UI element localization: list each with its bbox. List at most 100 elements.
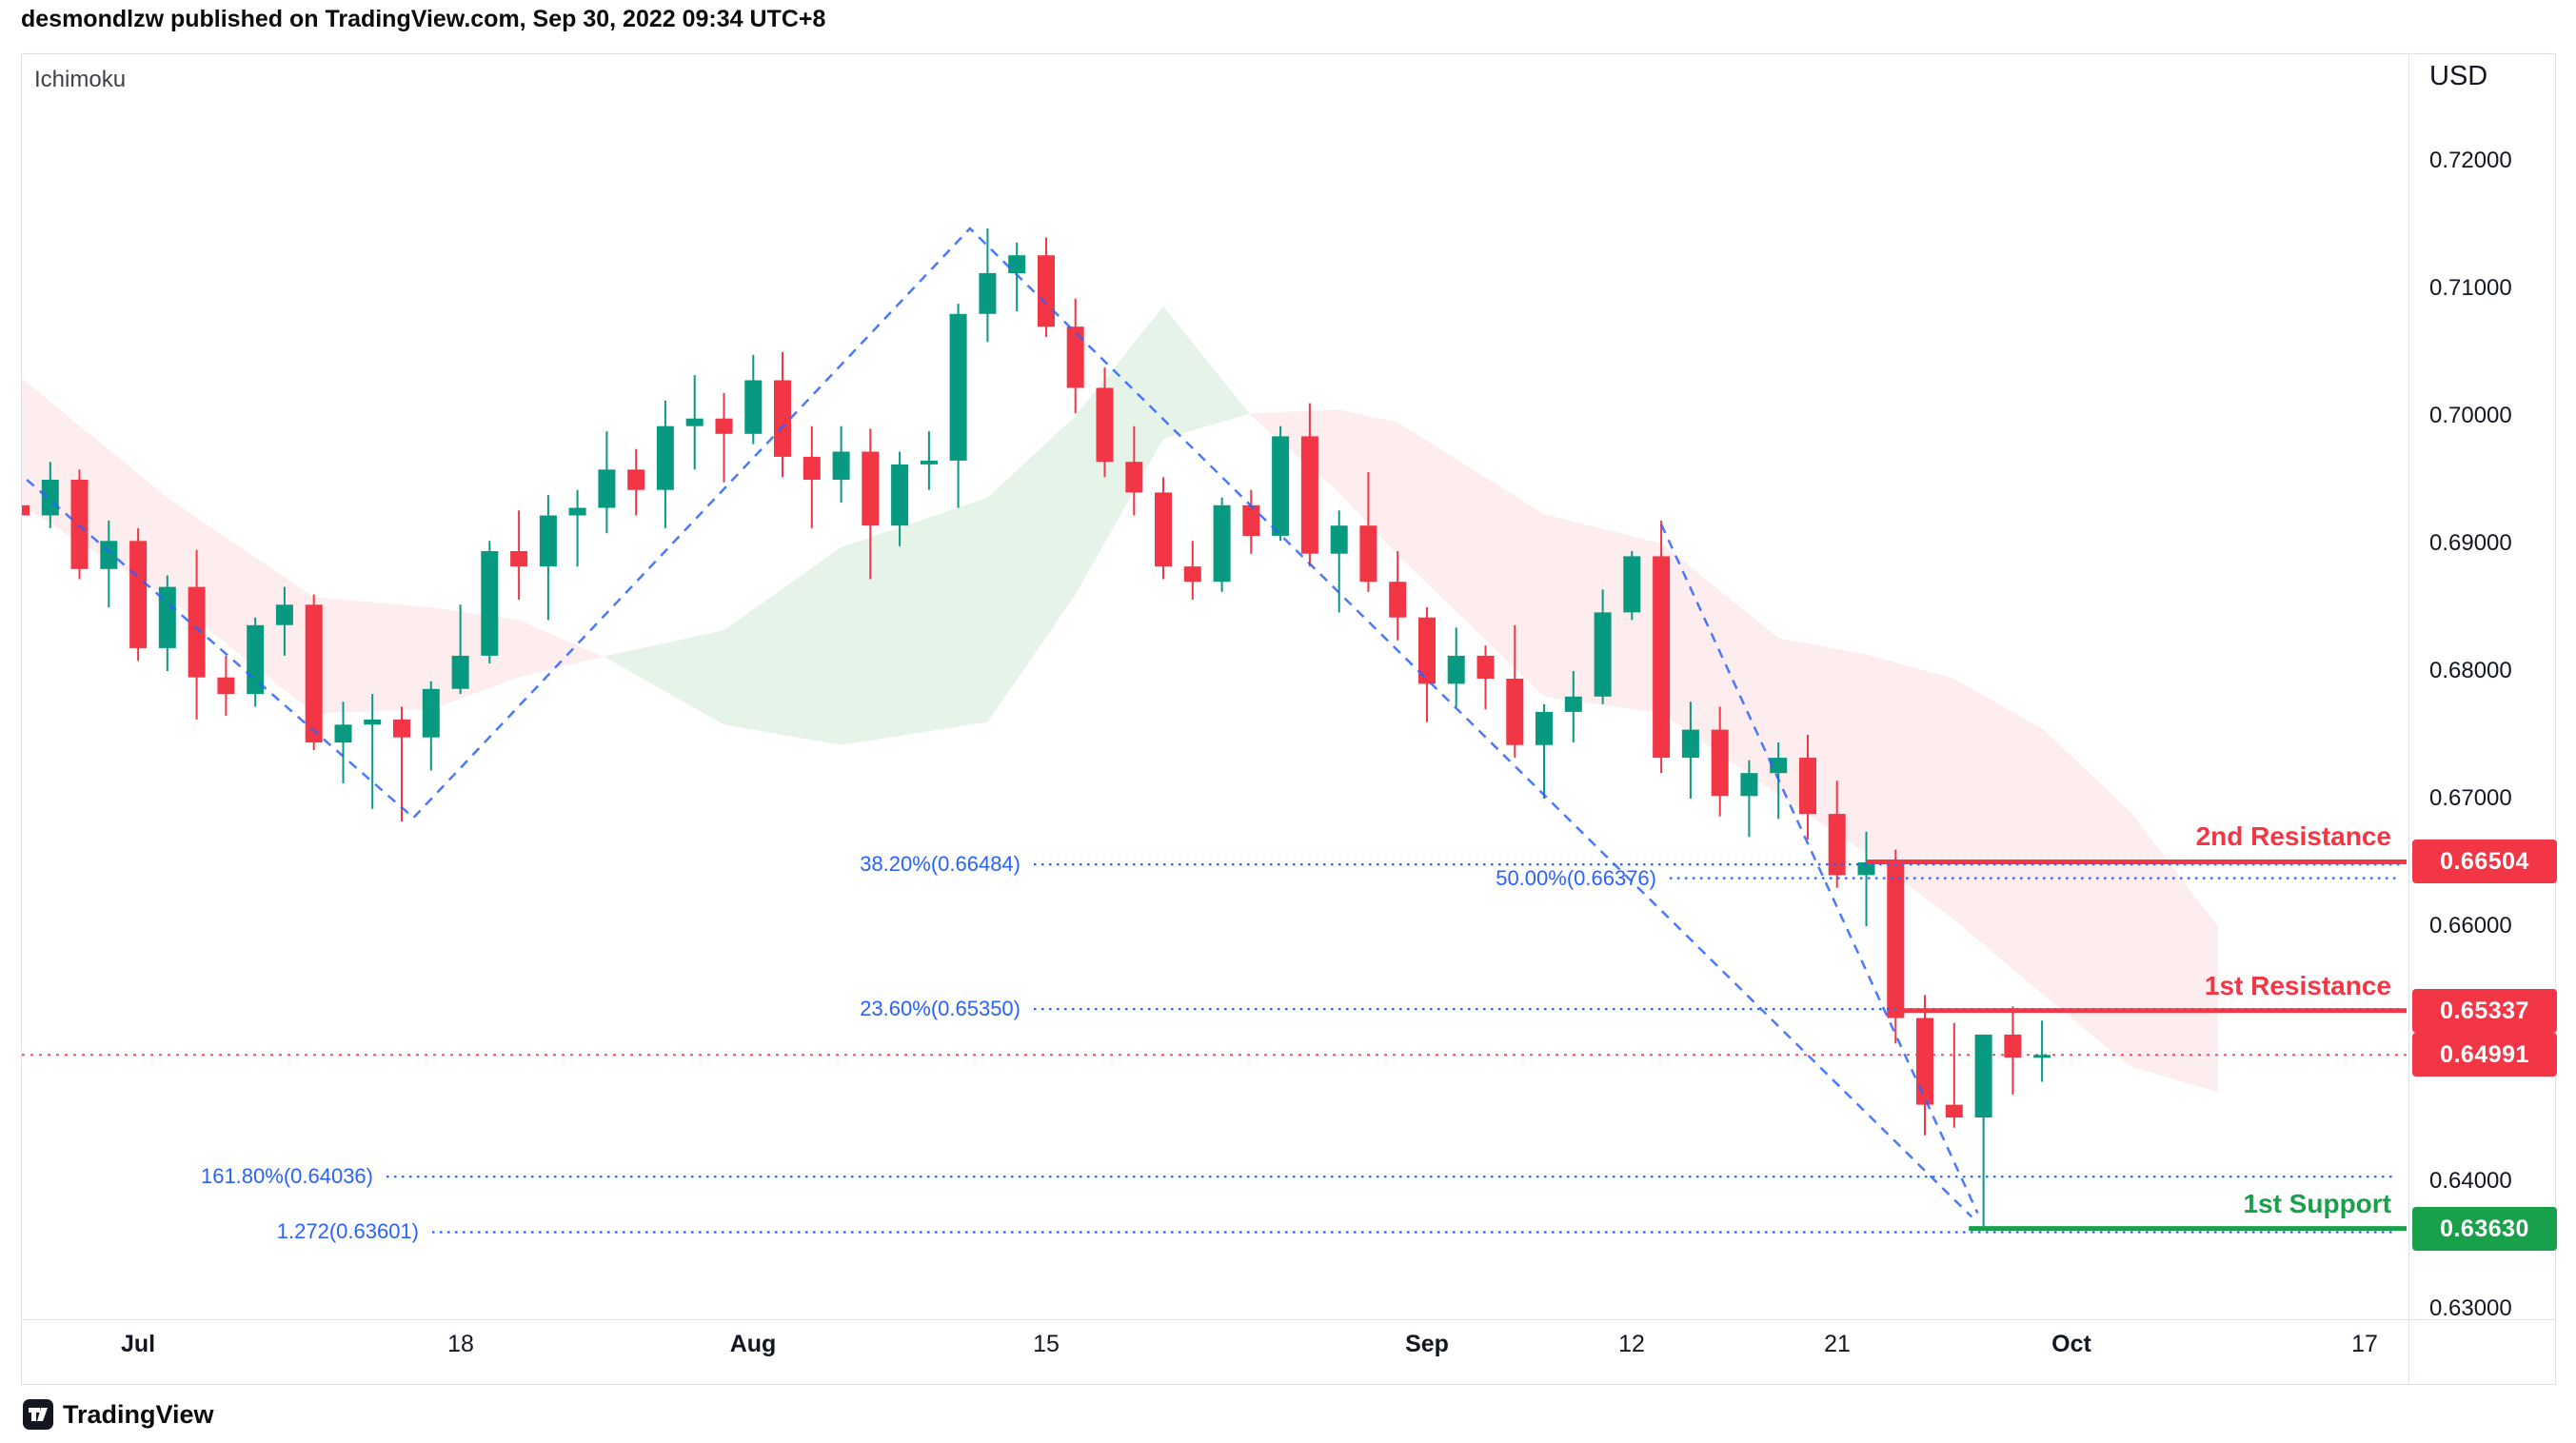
candle-body [422,688,440,738]
tradingview-brand[interactable]: TradingView [63,1399,214,1429]
price-axis-badge: 0.64991 [2412,1033,2557,1077]
candle-body [334,724,352,743]
candle-body [217,677,235,695]
candle-body [979,272,997,314]
price-axis-badge: 0.65337 [2412,989,2557,1033]
tradingview-logo-icon[interactable] [23,1399,53,1430]
price-axis-label: 0.72000 [2429,148,2512,173]
price-axis-label: 0.66000 [2429,913,2512,939]
ichimoku-cloud-area [1249,409,2218,1093]
candle-body [158,586,176,648]
candle-body [568,507,586,516]
publish-header-text: desmondlzw published on TradingView.com,… [21,6,826,32]
candle-body [1711,729,1729,797]
candle-body [1770,758,1788,774]
candle-body [1183,566,1201,583]
candle-body [1740,773,1758,797]
candle-body [1418,617,1436,684]
price-axis-label: 0.68000 [2429,658,2512,683]
resistance-label: 2nd Resistance [2195,821,2391,851]
candle-body [832,451,850,480]
price-axis-badge: 0.63630 [2412,1207,2557,1251]
time-axis-label: Jul [120,1331,156,1357]
candle-body [1125,462,1143,493]
candle-body [22,504,30,516]
candle-body [100,541,118,569]
candle-body [1330,525,1348,554]
candle-body [1681,729,1699,759]
candle-body [1857,862,1875,876]
ichimoku-cloud-area [603,306,1250,745]
candle-body [1242,504,1260,536]
fib-zigzag-line[interactable] [1659,524,1979,1215]
fib-zigzag-line[interactable] [26,227,1973,1218]
fib-level-label: 50.00%(0.66376) [1496,866,1656,890]
candle-body [949,313,967,461]
time-axis-label: 18 [447,1331,474,1357]
price-axis-label: 0.63000 [2429,1295,2512,1321]
candle-body [1272,436,1290,536]
time-axis-separator[interactable] [22,1319,2556,1320]
ichimoku-cloud [22,306,2218,1093]
candle-body [774,380,791,457]
price-axis-badge: 0.66504 [2412,840,2557,883]
candle-body [1828,814,1846,876]
time-axis-label: 21 [1824,1331,1851,1357]
candle-body [275,604,293,625]
candle-body [1213,504,1231,583]
candle-body [41,480,59,516]
candle-body [1008,255,1026,273]
candle-body [481,551,499,656]
fib-level-label: 38.20%(0.66484) [860,852,1020,876]
candle-body [803,456,821,480]
candle-body [364,719,382,725]
candle-body [129,541,148,648]
indicator-legend-ichimoku[interactable]: Ichimoku [34,67,127,92]
candle-body [305,604,323,742]
currency-label: USD [2429,61,2488,91]
fib-level-label: 161.80%(0.64036) [200,1164,373,1188]
candle-body [891,464,909,526]
candle-body [1447,655,1465,684]
candle-body [1096,387,1114,463]
candle-body [1389,582,1407,618]
footer: TradingView [23,1399,214,1430]
candle-body [510,551,528,567]
time-axis-label: Sep [1405,1331,1449,1357]
candle-body [1155,492,1172,567]
price-axis-label: 0.69000 [2429,530,2512,556]
candle-body [1623,556,1641,613]
candle-body [393,719,410,738]
resistance-label: 1st Resistance [2204,971,2391,1000]
publish-header: desmondlzw published on TradingView.com,… [21,6,825,33]
candle-body [627,469,645,490]
candle-body [1536,711,1553,745]
time-axis-label: 17 [2351,1331,2378,1357]
price-axis-label: 0.67000 [2429,785,2512,811]
candle-body [1038,255,1055,327]
candle-body [1359,525,1377,583]
candles[interactable] [12,228,2051,1229]
candle-body [656,425,674,490]
candle-body [539,515,557,567]
candle-body [2004,1034,2022,1058]
candle-body [1653,556,1671,759]
candle-body [715,418,733,434]
candle-body [1564,696,1582,712]
fib-level-label: 1.272(0.63601) [276,1219,419,1243]
candle-body [1594,612,1612,697]
time-axis-label: 15 [1033,1331,1060,1357]
fib-trend-lines[interactable] [26,227,1979,1218]
chart-frame [21,53,2556,1385]
candle-body [862,451,880,526]
candle-body [1916,1018,1933,1105]
price-axis-separator[interactable] [2408,54,2409,1385]
candle-body [1476,655,1495,679]
candle-body [188,586,206,678]
candle-body [1300,436,1318,554]
time-axis-label: 12 [1618,1331,1645,1357]
candle-body [1974,1034,1992,1117]
tradingview-logo-svg [23,1399,53,1430]
candle-body [598,469,616,508]
